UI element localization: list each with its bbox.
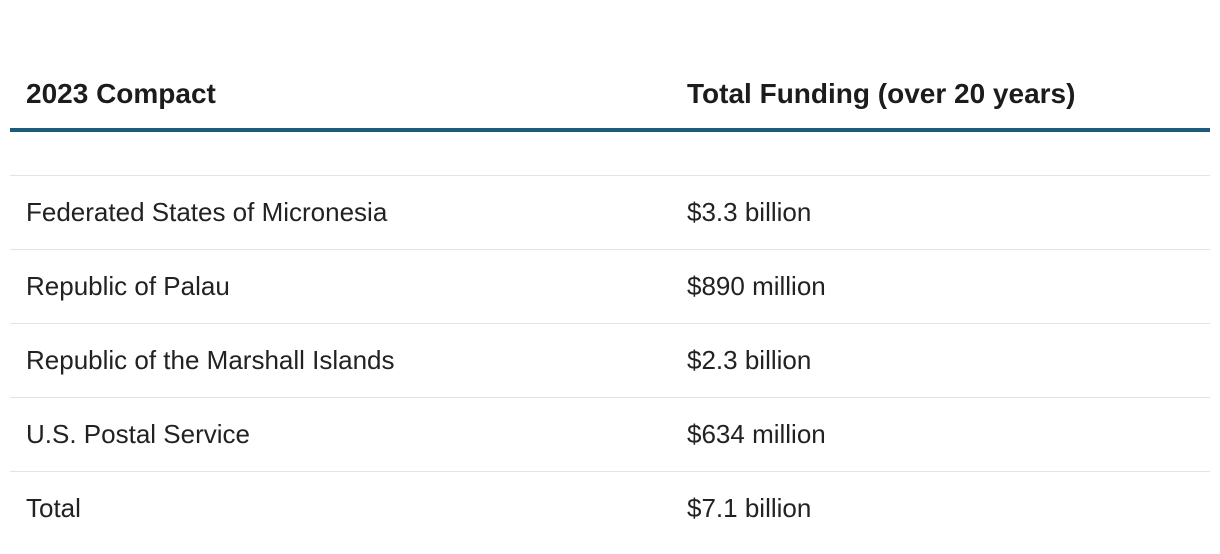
- empty-cell: [671, 130, 1210, 176]
- funding-table-container: 2023 Compact Total Funding (over 20 year…: [10, 0, 1210, 546]
- column-header-compact-label: 2023 Compact: [26, 78, 216, 109]
- table-row: Republic of Palau $890 million: [10, 249, 1210, 324]
- funding-cell: $634 million: [671, 397, 1210, 472]
- table-row: Republic of the Marshall Islands $2.3 bi…: [10, 323, 1210, 398]
- compact-cell: U.S. Postal Service: [10, 397, 671, 472]
- column-header-total-funding-label: Total Funding (over 20 years): [687, 78, 1076, 109]
- table-body: Federated States of Micronesia $3.3 bill…: [10, 130, 1210, 546]
- total-row: Total $7.1 billion: [10, 472, 1210, 546]
- compact-funding-table: 2023 Compact Total Funding (over 20 year…: [10, 0, 1210, 546]
- total-funding-cell: $7.1 billion: [687, 493, 812, 524]
- empty-cell: [10, 130, 671, 176]
- column-header-total-funding: Total Funding (over 20 years): [671, 0, 1210, 132]
- table-row: U.S. Postal Service $634 million: [10, 397, 1210, 472]
- header-row: 2023 Compact Total Funding (over 20 year…: [10, 0, 1210, 132]
- table-row: Federated States of Micronesia $3.3 bill…: [10, 175, 1210, 250]
- table-header: 2023 Compact Total Funding (over 20 year…: [10, 0, 1210, 132]
- funding-cell: $890 million: [671, 249, 1210, 324]
- total-label-cell: Total: [26, 493, 81, 524]
- compact-cell: Federated States of Micronesia: [10, 175, 671, 250]
- compact-cell: Republic of the Marshall Islands: [10, 323, 671, 398]
- column-header-compact: 2023 Compact: [10, 0, 671, 132]
- funding-cell: $3.3 billion: [671, 175, 1210, 250]
- empty-row: [10, 130, 1210, 176]
- funding-cell: $2.3 billion: [671, 323, 1210, 398]
- compact-cell: Republic of Palau: [10, 249, 671, 324]
